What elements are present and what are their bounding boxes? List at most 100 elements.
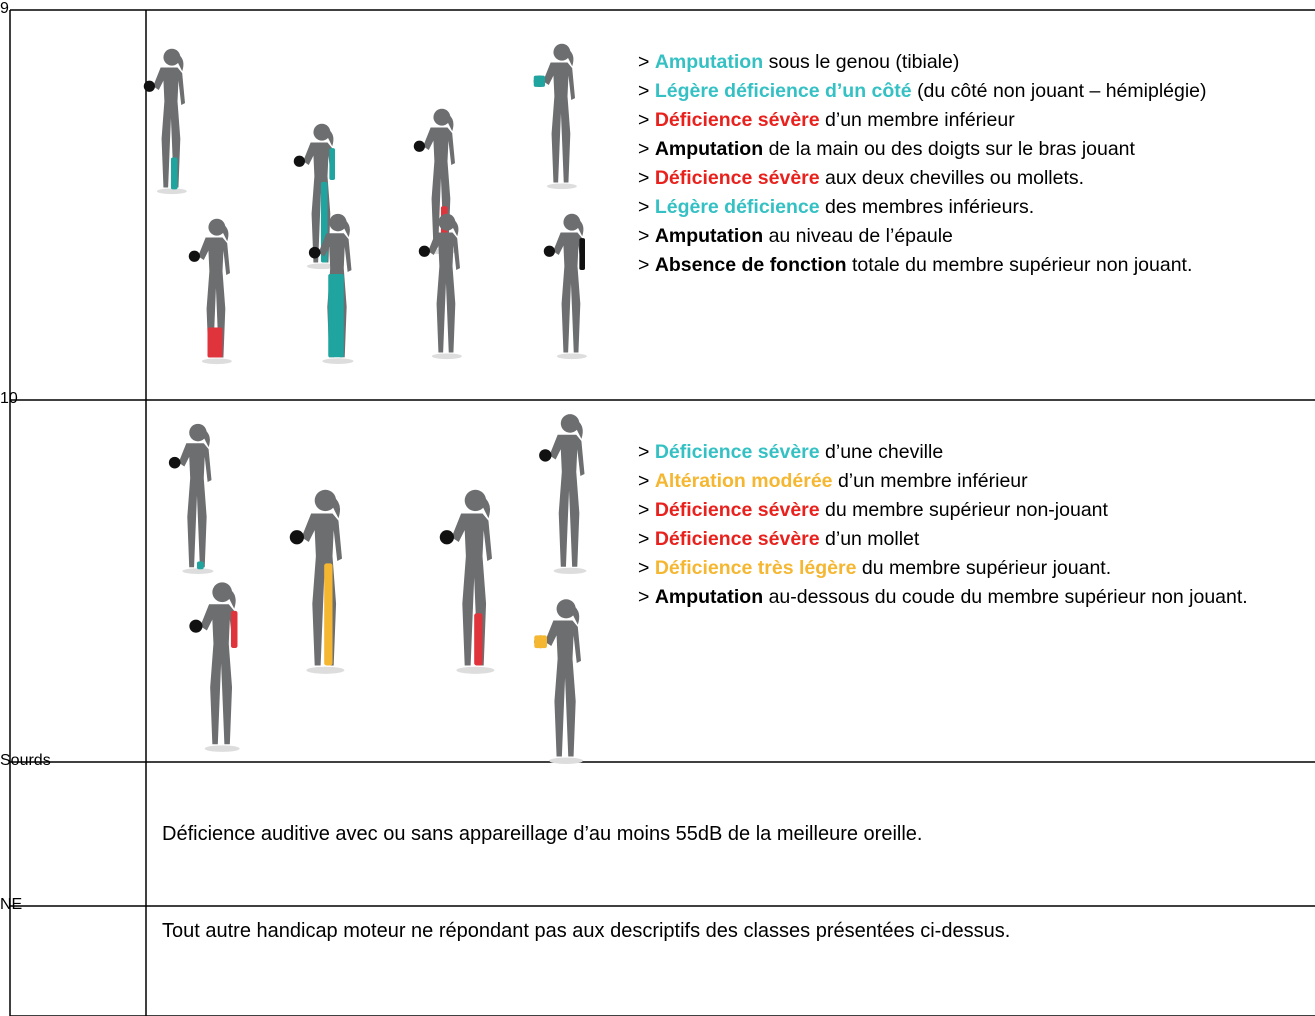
bullet: > [638,499,650,521]
bullet: > [638,109,650,131]
figure-icon [418,213,462,360]
silhouette [534,599,584,764]
silhouette [539,414,587,574]
impairment-highlight [230,610,238,648]
silhouette [533,43,577,190]
impairment-highlight [329,148,335,180]
class-label: 9 [0,0,9,17]
class-label: Sourds [0,752,51,769]
figure-icon [413,108,457,255]
silhouette [439,489,495,674]
description: > Déficience sévère d’une cheville > Alté… [638,438,1310,612]
silhouette [143,48,187,195]
class-label: NE [0,896,23,913]
figure-icon [189,582,240,752]
bullet: > [638,167,650,189]
figure-icon [543,213,587,360]
criterion-text: sous le genou (tibiale) [768,51,960,73]
criterion-term: Amputation [654,586,764,608]
bullet: > [638,80,650,102]
silhouette [413,108,457,255]
description: > Amputation sous le genou (tibiale) > Lé… [638,48,1310,280]
criterion: > Amputation au niveau de l’épaule [638,222,1310,251]
criterion-term: Amputation [654,138,764,160]
criterion: > Déficience sévère du membre supérieur … [638,496,1310,525]
bullet: > [638,441,650,463]
criterion: > Altération modérée d’un membre inférie… [638,467,1310,496]
impairment-highlight [579,238,585,270]
criterion-text: au-dessous du coude du membre supérieur … [768,586,1248,608]
impairment-highlight [207,327,223,358]
criterion-term: Amputation [654,51,764,73]
silhouette [543,213,587,360]
impairment-highlight [328,273,344,358]
criterion: > Légère déficience des membres inférieu… [638,193,1310,222]
criterion-text: d’un membre inférieur [837,470,1028,492]
criterion-text: de la main ou des doigts sur le bras jou… [768,138,1135,160]
bullet: > [638,470,650,492]
silhouette [189,582,240,752]
criterion-text: (du côté non jouant – hémiplégie) [917,80,1207,102]
silhouette [289,489,345,674]
impairment-highlight [534,635,547,649]
figure-icon [439,489,495,674]
criterion-text: aux deux chevilles ou mollets. [825,167,1085,189]
description-text: Tout autre handicap moteur ne répondant … [162,920,1011,942]
bullet: > [638,557,650,579]
criterion-term: Déficience sévère [654,528,820,550]
criterion-term: Déficience très légère [654,557,857,579]
impairment-highlight [170,157,178,186]
criterion-text: du membre supérieur jouant. [861,557,1112,579]
criterion-text: totale du membre supérieur non jouant. [852,254,1193,276]
bullet: > [638,51,650,73]
description-text: Déficience auditive avec ou sans apparei… [162,823,923,845]
criterion-text: d’un mollet [825,528,920,550]
impairment-highlight [533,75,545,87]
criterion: > Déficience très légère du membre supér… [638,554,1310,583]
impairment-highlight [196,561,204,570]
criterion: > Amputation de la main ou des doigts su… [638,135,1310,164]
criterion-term: Légère déficience d’un côté [654,80,912,102]
class-label: 10 [0,390,18,407]
criterion: > Déficience sévère d’un membre inférieu… [638,106,1310,135]
criterion-text: des membres inférieurs. [824,196,1035,218]
criterion: > Déficience sévère d’une cheville [638,438,1310,467]
criterion-term: Déficience sévère [654,167,820,189]
figure-icon [534,599,584,764]
figure-icon [308,213,354,365]
figure-icon [168,423,214,575]
criterion: > Absence de fonction totale du membre s… [638,251,1310,280]
criterion: > Déficience sévère aux deux chevilles o… [638,164,1310,193]
figure-icon [143,48,187,195]
impairment-highlight [474,613,483,666]
criterion: > Déficience sévère d’un mollet [638,525,1310,554]
figure-icon [533,43,577,190]
bullet: > [638,528,650,550]
bullet: > [638,196,650,218]
criterion-term: Déficience sévère [654,499,820,521]
criterion-term: Amputation [654,225,764,247]
criterion-term: Légère déficience [654,196,820,218]
bullet: > [638,586,650,608]
silhouette [418,213,462,360]
impairment-highlight [324,563,333,666]
criterion-text: au niveau de l’épaule [768,225,953,247]
silhouette [168,423,214,575]
bullet: > [638,225,650,247]
criterion-term: Absence de fonction [654,254,847,276]
figure-icon [188,218,232,365]
criterion-term: Altération modérée [654,470,833,492]
figure-icon [289,489,345,674]
criterion-text: du membre supérieur non-jouant [825,499,1108,521]
bullet: > [638,138,650,160]
criterion-text: d’une cheville [825,441,944,463]
criterion: > Légère déficience d’un côté (du côté n… [638,77,1310,106]
criterion-term: Déficience sévère [654,109,820,131]
criterion-term: Déficience sévère [654,441,820,463]
bullet: > [638,254,650,276]
criterion: > Amputation au-dessous du coude du memb… [638,583,1310,612]
criterion-text: d’un membre inférieur [825,109,1015,131]
figure-icon [539,414,587,574]
